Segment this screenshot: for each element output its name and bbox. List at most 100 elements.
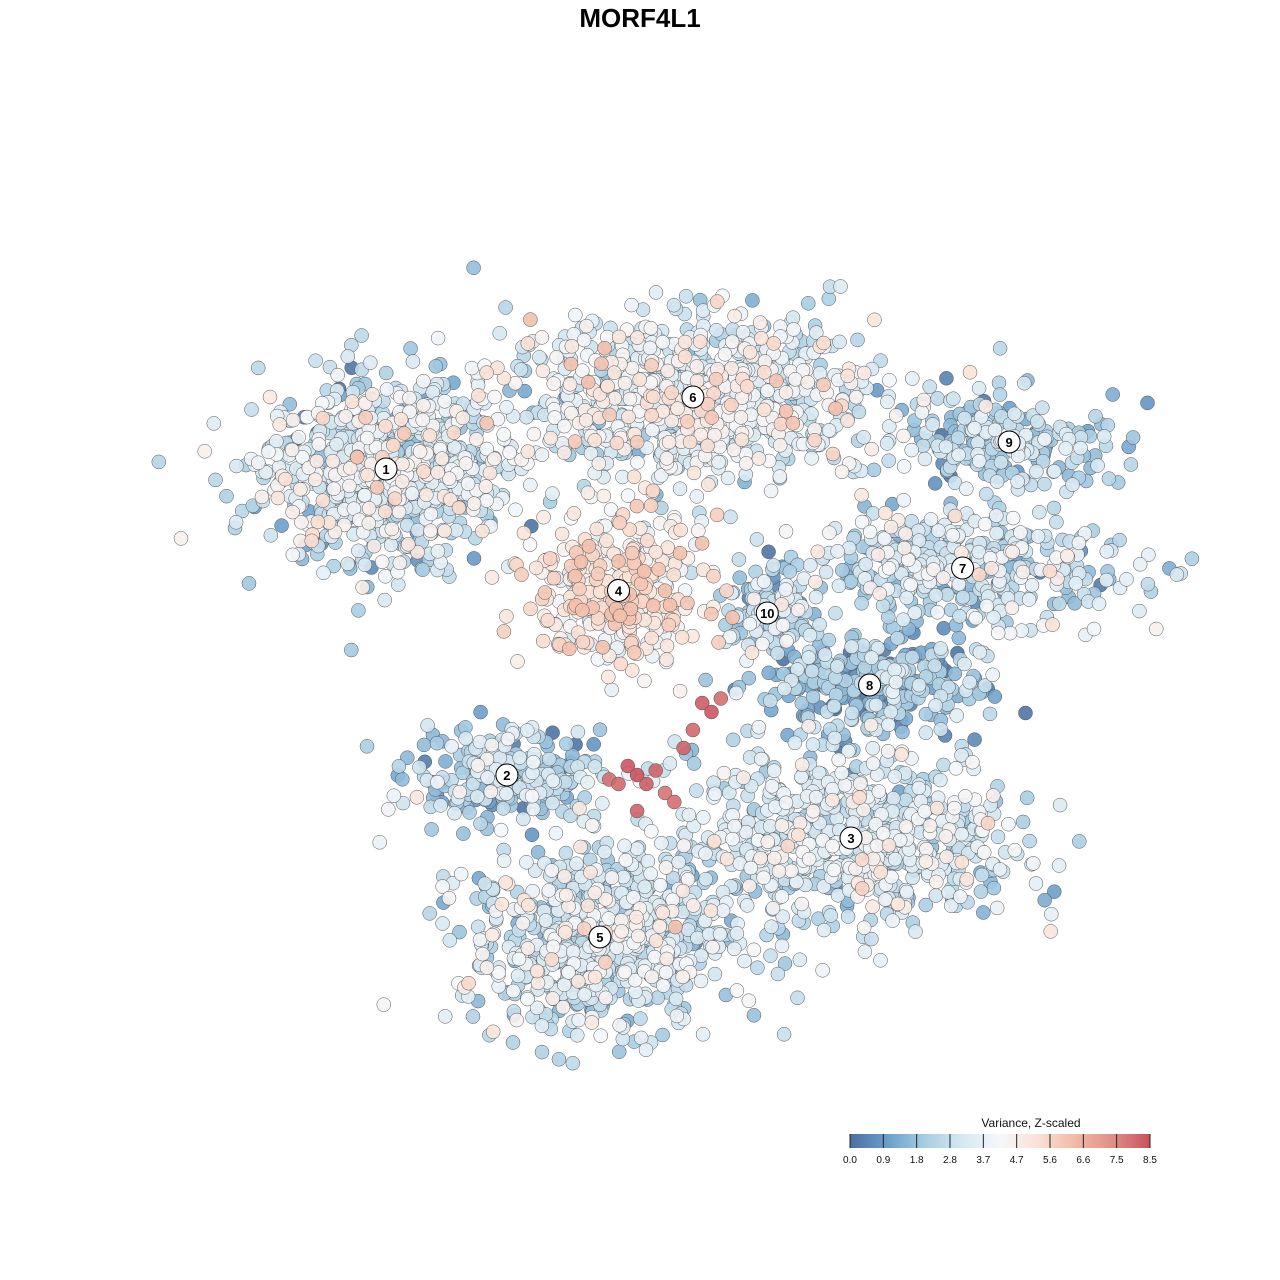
scatter-point xyxy=(965,754,980,770)
scatter-point xyxy=(927,476,943,491)
scatter-point xyxy=(575,634,591,650)
scatter-point xyxy=(1044,906,1059,922)
scatter-point xyxy=(945,528,961,543)
scatter-point xyxy=(825,792,840,808)
scatter-point xyxy=(633,1011,648,1026)
scatter-point xyxy=(883,519,899,535)
scatter-point xyxy=(469,432,484,447)
scatter-point xyxy=(572,801,587,816)
scatter-point xyxy=(856,920,872,935)
scatter-point xyxy=(1042,563,1058,579)
scatter-point xyxy=(620,488,636,503)
scatter-point xyxy=(613,656,629,672)
scatter-point xyxy=(946,391,961,406)
scatter-point xyxy=(989,525,1004,541)
scatter-point xyxy=(446,425,462,440)
scatter-point xyxy=(416,373,431,389)
scatter-point xyxy=(633,576,649,591)
scatter-point xyxy=(359,739,375,754)
scatter-point xyxy=(982,706,998,722)
scatter-point xyxy=(835,563,850,578)
scatter-point xyxy=(864,441,879,457)
scatter-point xyxy=(826,698,842,714)
scatter-point xyxy=(561,965,576,980)
scatter-point xyxy=(772,469,788,484)
scatter-point xyxy=(361,501,377,516)
scatter-point xyxy=(557,869,572,884)
scatter-point xyxy=(854,852,870,867)
scatter-point xyxy=(818,564,834,580)
scatter-point xyxy=(416,398,431,413)
cluster-label: 2 xyxy=(503,768,510,783)
scatter-point xyxy=(621,409,636,425)
scatter-point xyxy=(151,454,167,470)
scatter-point xyxy=(655,334,670,350)
scatter-point xyxy=(526,426,542,442)
scatter-point xyxy=(648,933,664,948)
scatter-point xyxy=(689,489,705,504)
scatter-point xyxy=(853,776,868,791)
scatter-point xyxy=(674,630,690,645)
scatter-point xyxy=(532,350,547,365)
scatter-point xyxy=(873,953,888,968)
scatter-point xyxy=(511,951,527,967)
scatter-point xyxy=(976,845,992,860)
scatter-point xyxy=(629,909,644,925)
scatter-point xyxy=(656,978,671,993)
scatter-point xyxy=(830,659,845,674)
scatter-point xyxy=(741,993,757,1008)
scatter-point xyxy=(637,879,652,895)
scatter-point xyxy=(534,1018,550,1033)
scatter-point xyxy=(396,426,412,441)
scatter-point xyxy=(583,865,598,880)
scatter-point xyxy=(570,724,586,740)
scatter-point xyxy=(451,500,467,516)
scatter-point xyxy=(326,481,342,497)
scatter-point xyxy=(529,963,545,979)
scatter-point xyxy=(529,1000,545,1016)
scatter-point xyxy=(659,652,674,667)
scatter-point xyxy=(528,560,544,576)
scatter-point xyxy=(822,525,837,540)
scatter-point xyxy=(681,807,697,823)
scatter-point xyxy=(567,568,583,584)
scatter-point xyxy=(734,432,750,448)
scatter-point xyxy=(882,373,897,388)
scatter-point xyxy=(435,916,450,931)
scatter-point xyxy=(883,704,898,720)
scatter-point xyxy=(409,790,425,805)
scatter-point xyxy=(496,624,512,639)
scatter-point xyxy=(726,442,742,458)
scatter-point xyxy=(974,867,990,883)
scatter-point xyxy=(525,883,540,899)
scatter-point xyxy=(514,567,529,582)
scatter-point xyxy=(671,854,686,870)
scatter-point xyxy=(562,377,578,392)
scatter-point xyxy=(622,522,637,537)
scatter-point xyxy=(834,464,850,480)
scatter-point xyxy=(698,672,713,688)
scatter-point xyxy=(717,347,733,362)
scatter-point xyxy=(416,737,432,753)
scatter-point xyxy=(416,464,431,479)
scatter-point xyxy=(378,365,394,381)
scatter-point xyxy=(905,371,920,386)
scatter-point xyxy=(444,739,459,754)
scatter-point xyxy=(787,735,803,751)
scatter-point xyxy=(285,504,300,520)
scatter-point xyxy=(357,557,373,573)
scatter-point xyxy=(828,605,843,621)
scatter-point xyxy=(780,838,796,854)
scatter-point xyxy=(609,435,625,451)
scatter-point xyxy=(742,345,758,360)
scatter-point xyxy=(896,428,911,444)
scatter-point xyxy=(658,965,674,980)
scatter-point xyxy=(741,670,757,686)
scatter-point xyxy=(678,289,694,304)
scatter-point xyxy=(832,334,847,350)
scatter-point xyxy=(728,685,744,701)
scatter-point xyxy=(676,740,691,756)
scatter-point xyxy=(887,851,903,867)
scatter-point xyxy=(251,455,266,470)
